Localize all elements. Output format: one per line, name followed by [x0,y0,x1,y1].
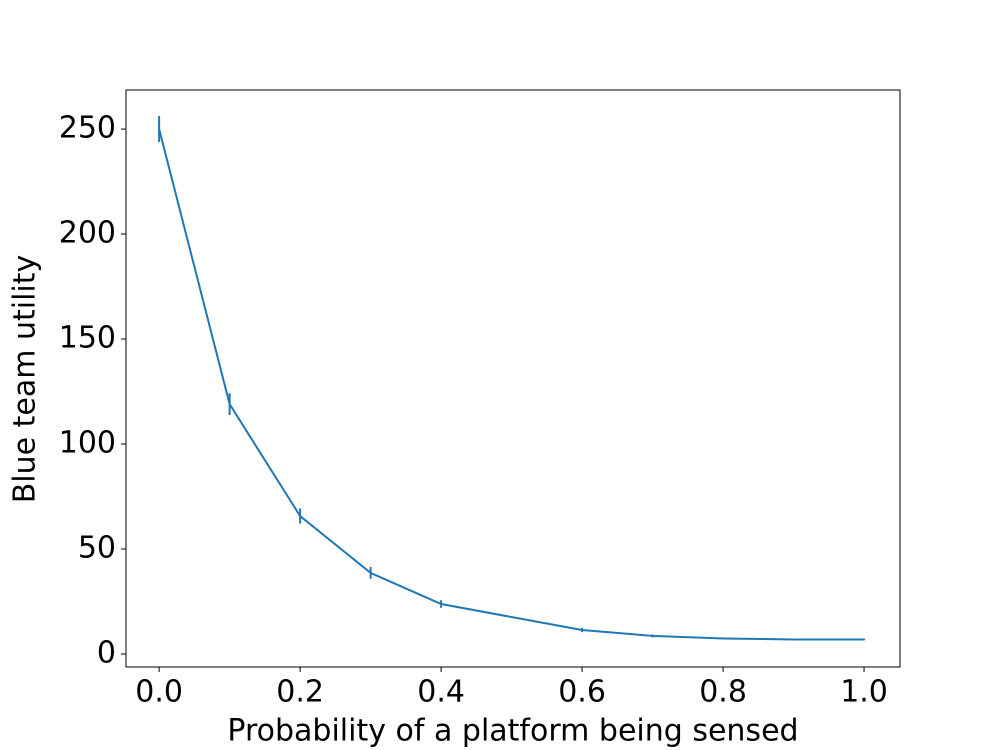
y-tick-label: 250 [59,111,116,146]
y-tick-label: 100 [59,426,116,461]
x-tick-label: 0.2 [276,675,324,710]
x-tick-label: 0.8 [699,675,747,710]
x-tick-label: 1.0 [840,675,888,710]
y-tick-label: 150 [59,321,116,356]
y-axis-label: Blue team utility [8,255,43,504]
x-tick-label: 0.0 [135,675,183,710]
y-tick-label: 0 [97,635,116,670]
x-axis-label: Probability of a platform being sensed [227,714,798,749]
x-tick-label: 0.4 [417,675,465,710]
x-tick-label: 0.6 [558,675,606,710]
y-tick-label: 50 [78,530,116,565]
y-tick-label: 200 [59,216,116,251]
data-line [158,128,865,641]
plot-frame [125,89,901,668]
